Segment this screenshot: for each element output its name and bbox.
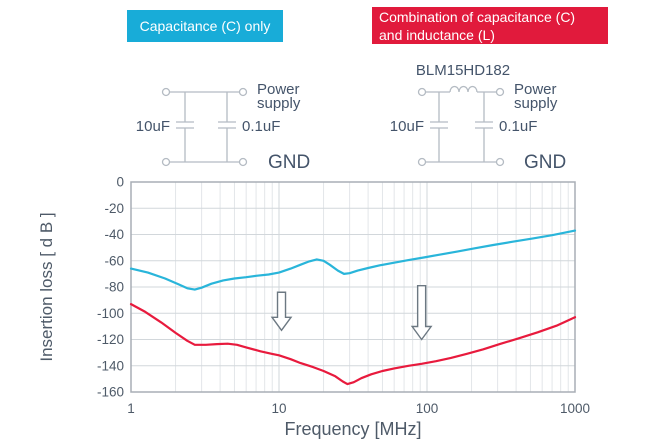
x-tick-label: 100 xyxy=(416,401,439,416)
part-number-label: BLM15HD182 xyxy=(416,62,510,79)
y-tick-label: -160 xyxy=(97,385,124,400)
cap1-value-label: 10uF xyxy=(136,118,170,135)
gnd-label: GND xyxy=(268,152,310,173)
cap1-value-label: 10uF xyxy=(390,118,424,135)
terminal-circles xyxy=(161,87,248,167)
legend-capacitance-only: Capacitance (C) only xyxy=(127,10,283,42)
inductor-coil-icon xyxy=(449,85,478,93)
y-tick-label: -40 xyxy=(104,227,124,242)
y-tick-label: 0 xyxy=(116,175,124,190)
capacitor-10uF-icon xyxy=(430,92,448,162)
y-tick-label: -80 xyxy=(104,280,124,295)
series-curve-0 xyxy=(129,229,577,291)
y-tick-label: -140 xyxy=(97,358,124,373)
power-supply-label-line2: supply xyxy=(514,95,558,112)
down-arrow-icon-0 xyxy=(270,291,293,332)
legend-capacitance-inductance: Combination of capacitance (C) and induc… xyxy=(372,7,608,44)
circuit-capacitance-only: 10uF 0.1uF Power supply GND xyxy=(136,81,310,173)
capacitor-10uF-icon xyxy=(176,92,194,162)
y-tick-label: -120 xyxy=(97,332,124,347)
legend-capacitance-inductance-line2: and inductance (L) xyxy=(379,27,495,43)
y-tick-label: -20 xyxy=(104,201,124,216)
gnd-label: GND xyxy=(524,152,566,173)
down-arrow-icon-1 xyxy=(410,284,433,341)
legend-capacitance-inductance-line1: Combination of capacitance (C) xyxy=(379,9,576,25)
circuit-capacitance-inductance: BLM15HD182 10uF 0.1uF Power supply xyxy=(390,62,566,173)
x-tick-label: 1000 xyxy=(560,401,590,416)
power-supply-label-line1: Power xyxy=(257,81,300,98)
wire-rails xyxy=(170,91,239,163)
capacitor-0p1uF-icon xyxy=(475,92,493,162)
wire-rails xyxy=(425,91,497,163)
plot-border xyxy=(130,181,576,393)
x-tick-label: 10 xyxy=(271,401,286,416)
cap2-value-label: 0.1uF xyxy=(242,118,280,135)
x-axis-title: Frequency [MHz] xyxy=(284,419,421,439)
y-axis-title: Insertion loss [ d B ] xyxy=(37,212,56,361)
capacitor-0p1uF-icon xyxy=(218,92,236,162)
terminal-circles xyxy=(417,87,505,167)
series-curve-1 xyxy=(129,303,577,386)
x-tick-label: 1 xyxy=(127,401,135,416)
legend-capacitance-only-label: Capacitance (C) only xyxy=(139,18,271,34)
cap2-value-label: 0.1uF xyxy=(499,118,537,135)
y-tick-label: -100 xyxy=(97,306,124,321)
power-supply-label-line2: supply xyxy=(257,95,301,112)
power-supply-label-line1: Power xyxy=(514,81,557,98)
y-tick-label: -60 xyxy=(104,253,124,268)
